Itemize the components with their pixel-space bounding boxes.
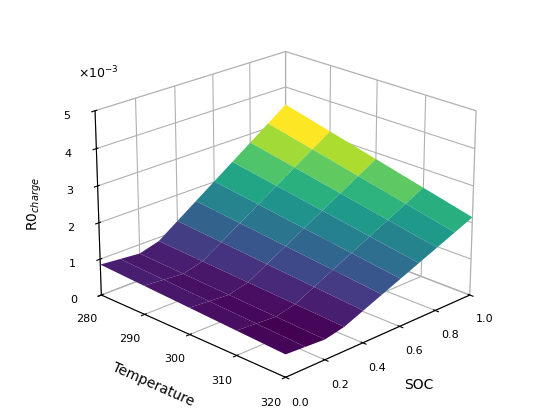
Y-axis label: Temperature: Temperature xyxy=(110,361,196,410)
Text: $\times 10^{-3}$: $\times 10^{-3}$ xyxy=(78,65,119,81)
X-axis label: SOC: SOC xyxy=(404,378,433,392)
